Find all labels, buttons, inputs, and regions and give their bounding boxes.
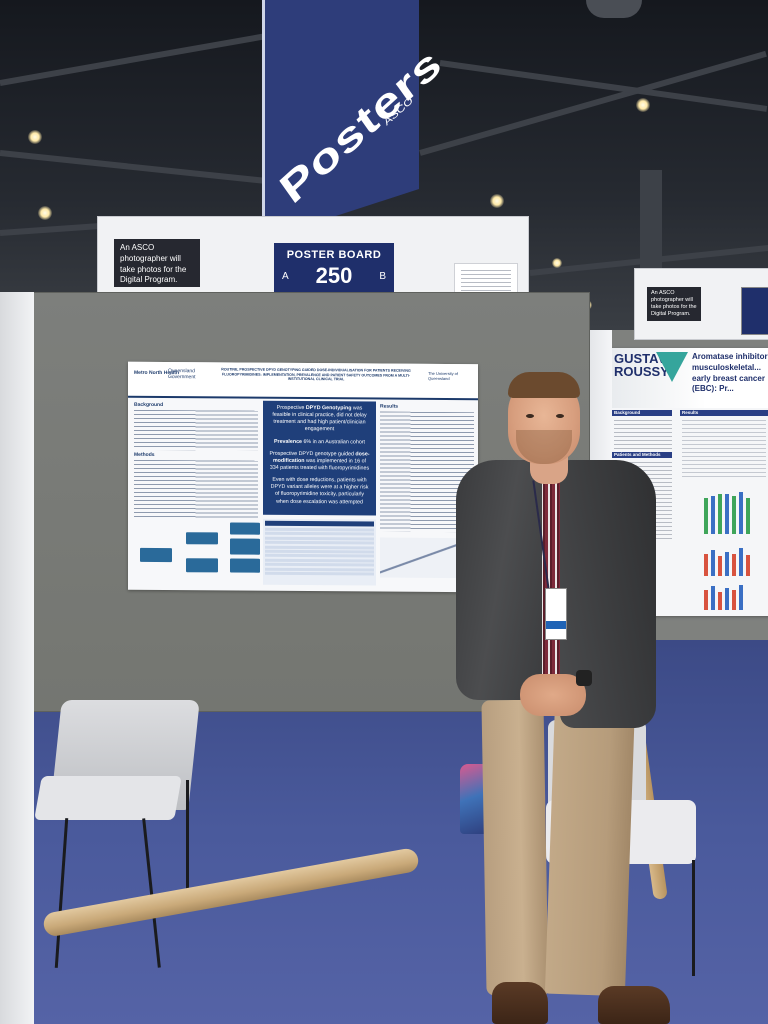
board-number: 250 [315,263,353,288]
neighbor-poster-title: Aromatase inhibitor musculoskeletal... e… [692,352,768,394]
methods-text [134,459,258,519]
flowchart-box [186,532,218,545]
board-side-a: A [282,270,289,282]
section-bar [680,410,768,416]
chair-seat-left [34,776,182,820]
person-left-shoe [492,982,548,1024]
research-poster: Metro North Health Queensland Government… [128,361,478,593]
results-heading: Results [380,403,399,410]
ceiling-light [28,130,42,144]
photographer-note-right: An ASCO photographer will take photos fo… [647,287,701,321]
queensland-government-logo: Queensland Government [168,368,196,381]
person-right-shoe [598,986,670,1024]
person-watch [576,670,592,686]
neighbor-text-block [614,420,672,450]
chair-leg [186,780,189,910]
poster-left-column: Background Methods [134,400,258,519]
person-left-leg [481,699,549,996]
ceiling-camera [586,0,642,18]
person-right-leg [544,698,636,997]
person-eye [556,414,564,418]
background-heading: Background [134,401,164,409]
neighbor-board-header: An ASCO photographer will take photos fo… [634,268,768,340]
methods-heading: Methods [134,451,155,458]
flowchart-box [230,538,260,555]
neighbor-board-badge [741,287,768,335]
neighbor-background-heading: Background [614,410,641,415]
ceiling-light [636,98,650,112]
logo-triangle [656,352,688,382]
ceiling-light [38,206,52,220]
neighbor-bar-chart-3 [702,582,768,610]
background-text [134,409,258,451]
flowchart-box [186,558,218,573]
neighbor-results-heading: Results [682,410,699,415]
board-side-b: B [379,270,386,282]
person-name-badge [545,588,567,640]
poster-title: ROUTINE, PROSPECTIVE DPYD GENOTYPING GUI… [221,367,411,382]
results-table [263,518,376,586]
person-jacket-left [456,460,542,700]
neighbor-bar-chart [702,488,768,534]
ceiling-column [640,170,662,280]
neighbor-methods-heading: Patients and Methods [614,452,661,457]
neighbor-table [682,420,766,480]
photographer-note: An ASCO photographer will take photos fo… [114,239,200,287]
poster-board-label: POSTER BOARD [286,249,382,261]
logo-line-2: ROUSSY [614,364,669,379]
person-eye [526,414,534,418]
university-logo: The University of Queensland [428,370,459,381]
person-hair [508,372,580,398]
ceiling-light [552,258,562,268]
flowchart-box [230,522,260,535]
flowchart-box [140,547,172,563]
key-finding-4: Even with dose reductions, patients with… [270,476,369,505]
section-bar [612,452,672,458]
neighbor-poster-header [610,348,768,408]
neighbor-bar-chart-2 [702,546,768,576]
ceiling-light [490,194,504,208]
key-findings-box: Prospective DPYD Genotyping was feasible… [263,400,376,516]
section-bar [612,410,672,416]
poster-board-post [0,292,34,1024]
person-clasped-hands [520,674,586,716]
chair-leg [692,860,695,976]
flowchart-box [230,558,260,573]
